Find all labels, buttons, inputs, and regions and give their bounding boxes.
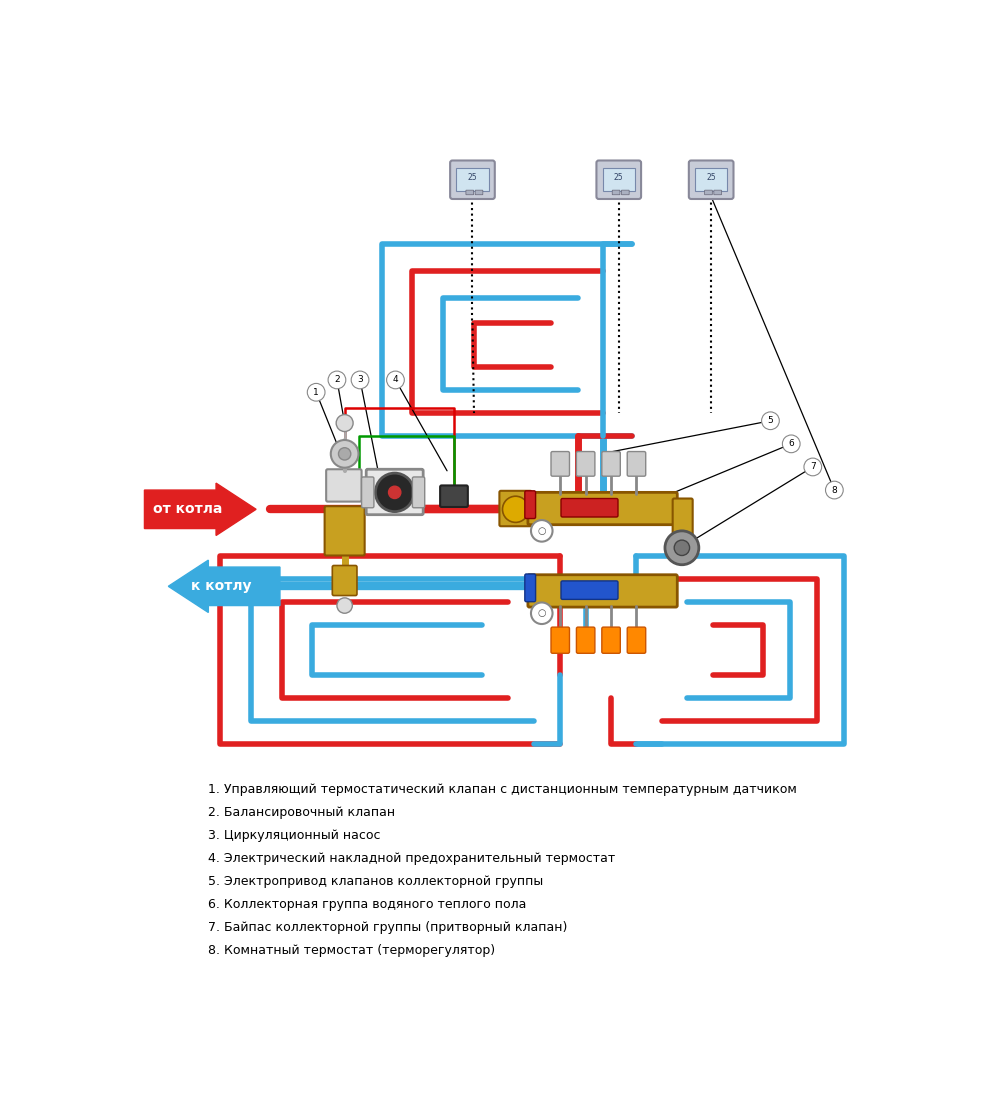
Circle shape [337,598,352,614]
Text: от котла: от котла [153,503,222,516]
FancyBboxPatch shape [525,574,536,602]
FancyBboxPatch shape [528,493,677,525]
FancyBboxPatch shape [705,190,712,195]
Circle shape [674,540,690,556]
FancyBboxPatch shape [499,491,532,526]
Text: 8. Комнатный термостат (терморегулятор): 8. Комнатный термостат (терморегулятор) [208,944,495,957]
FancyBboxPatch shape [332,565,357,595]
Circle shape [336,415,353,431]
Circle shape [338,448,351,460]
Text: 25: 25 [468,173,477,182]
Circle shape [389,486,401,498]
FancyBboxPatch shape [561,498,618,517]
FancyBboxPatch shape [602,627,620,653]
FancyBboxPatch shape [456,168,489,191]
Text: 1. Управляющий термостатический клапан с дистанционным температурным датчиком: 1. Управляющий термостатический клапан с… [208,783,797,795]
FancyBboxPatch shape [612,190,620,195]
FancyBboxPatch shape [366,470,423,515]
Text: 25: 25 [706,173,716,182]
FancyBboxPatch shape [602,451,620,476]
Text: 6: 6 [788,439,794,449]
FancyBboxPatch shape [596,161,641,199]
FancyBboxPatch shape [627,451,646,476]
Circle shape [782,434,800,453]
FancyBboxPatch shape [440,485,468,507]
FancyBboxPatch shape [714,190,722,195]
FancyBboxPatch shape [561,581,618,600]
FancyArrow shape [144,483,256,536]
Circle shape [328,371,346,388]
FancyBboxPatch shape [412,477,425,508]
FancyBboxPatch shape [326,470,362,502]
Text: 4: 4 [393,375,398,384]
FancyBboxPatch shape [621,190,629,195]
FancyArrow shape [168,560,280,613]
Circle shape [762,411,779,430]
Text: 4. Электрический накладной предохранительный термостат: 4. Электрический накладной предохранител… [208,851,616,865]
Circle shape [351,371,369,388]
FancyBboxPatch shape [475,190,483,195]
FancyBboxPatch shape [695,168,727,191]
Circle shape [804,458,822,476]
Circle shape [531,603,553,624]
Text: ○: ○ [538,526,546,536]
Text: 3: 3 [357,375,363,384]
Text: 5. Электропривод клапанов коллекторной группы: 5. Электропривод клапанов коллекторной г… [208,876,544,888]
Text: 25: 25 [614,173,624,182]
FancyBboxPatch shape [551,451,569,476]
Text: 7. Байпас коллекторной группы (притворный клапан): 7. Байпас коллекторной группы (притворны… [208,922,568,934]
FancyBboxPatch shape [673,498,693,557]
Circle shape [826,481,843,499]
FancyBboxPatch shape [450,161,495,199]
FancyBboxPatch shape [603,168,635,191]
FancyBboxPatch shape [689,161,733,199]
FancyBboxPatch shape [528,574,677,607]
FancyBboxPatch shape [525,491,536,518]
Text: ○: ○ [538,608,546,618]
Text: 6. Коллекторная группа водяного теплого пола: 6. Коллекторная группа водяного теплого … [208,898,527,911]
Text: 2: 2 [334,375,340,384]
Text: 1: 1 [313,388,319,397]
Text: 2. Балансировочный клапан: 2. Балансировочный клапан [208,805,395,818]
Circle shape [665,531,699,564]
Circle shape [307,384,325,402]
Circle shape [531,520,553,541]
FancyBboxPatch shape [576,451,595,476]
Text: 8: 8 [831,485,837,495]
FancyBboxPatch shape [551,627,569,653]
FancyBboxPatch shape [627,627,646,653]
FancyBboxPatch shape [362,477,374,508]
Circle shape [387,371,404,388]
Circle shape [502,496,529,522]
FancyBboxPatch shape [576,627,595,653]
Circle shape [331,440,358,467]
Text: 5: 5 [768,416,773,426]
Text: 3. Циркуляционный насос: 3. Циркуляционный насос [208,829,381,842]
Text: к котлу: к котлу [191,580,252,593]
FancyBboxPatch shape [325,506,365,556]
FancyBboxPatch shape [466,190,474,195]
Text: 7: 7 [810,462,816,472]
Circle shape [375,473,414,512]
